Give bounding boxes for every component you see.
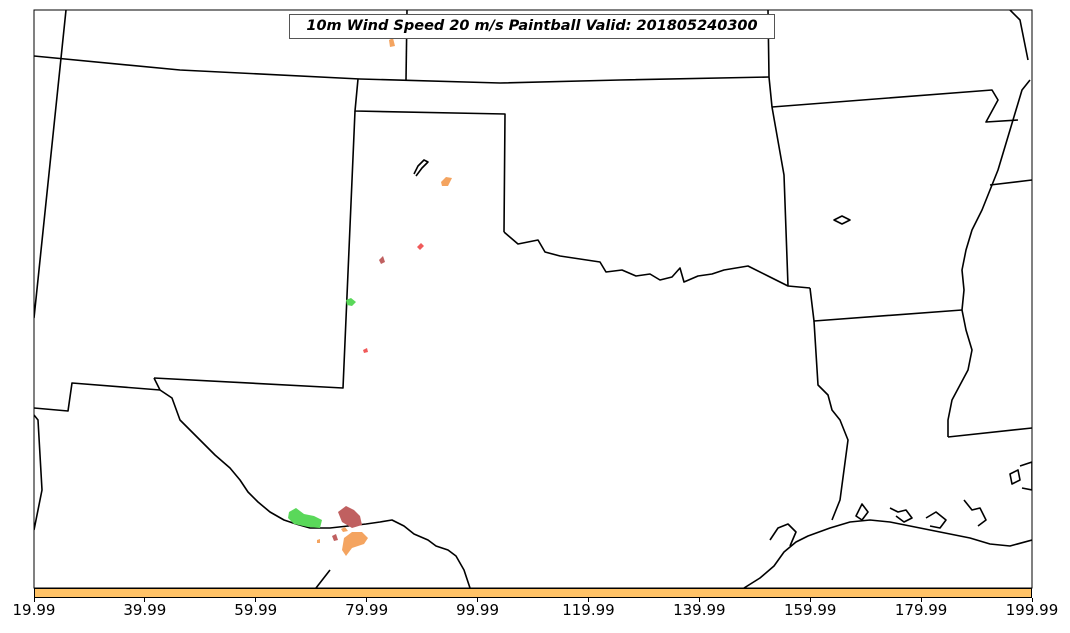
state-boundary-ok-ar — [771, 106, 789, 287]
dark-red-blob — [379, 256, 385, 264]
mexico-inner-line — [315, 569, 331, 588]
colorbar-tick-label: 139.99 — [673, 601, 726, 619]
colorbar-tick-label: 199.99 — [1005, 601, 1059, 619]
state-boundary-ne — [1009, 10, 1029, 61]
colorbar-tick-label: 39.99 — [123, 601, 167, 619]
colorbar-tick-label: 99.99 — [456, 601, 500, 619]
map-border — [33, 9, 1033, 589]
colorbar-tick-mark — [366, 598, 368, 602]
coastal-island — [769, 523, 797, 547]
mississippi-river — [947, 79, 1031, 437]
green-blob — [346, 298, 356, 306]
orange-blob — [389, 38, 395, 47]
state-boundary-utah-colorado — [34, 10, 67, 319]
coastal-detail-6 — [1019, 461, 1032, 491]
colorbar-tick-mark — [1031, 598, 1033, 602]
mexico-border-west — [34, 414, 43, 531]
colorbar-tick-label: 119.99 — [562, 601, 615, 619]
colorbar-tick-label: 19.99 — [12, 601, 56, 619]
colorbar-tick-label: 59.99 — [234, 601, 278, 619]
orange-blob — [441, 177, 452, 186]
colorbar-tick-mark — [587, 598, 589, 602]
coastal-detail-4 — [963, 499, 987, 527]
orange-blob — [341, 527, 348, 532]
colorbar-tick-label: 79.99 — [345, 601, 389, 619]
coastal-detail-5 — [1009, 469, 1021, 485]
state-boundary-ms — [947, 427, 1032, 438]
lake-feature-ok — [413, 159, 429, 177]
state-boundary-colorado-nm — [354, 78, 506, 233]
colorbar — [34, 588, 1032, 598]
gulf-coast — [743, 519, 1032, 588]
orange-blob — [317, 539, 320, 543]
orange-blob — [342, 532, 368, 556]
red-blob — [363, 348, 368, 353]
coastal-detail-3 — [925, 511, 947, 529]
state-boundary-tx-la — [813, 320, 849, 521]
coastal-detail-1 — [855, 503, 869, 521]
dark-red-blob — [338, 506, 362, 528]
state-boundary-tn — [989, 179, 1032, 186]
colorbar-tick-mark — [809, 598, 811, 602]
state-boundary-north — [34, 55, 770, 84]
state-boundary-nm-az — [153, 110, 356, 389]
green-blob — [288, 508, 322, 528]
lake-feature-ar — [833, 215, 851, 225]
colorbar-tick-mark — [255, 598, 257, 602]
colorbar-tick-mark — [477, 598, 479, 602]
dark-red-blob — [332, 534, 338, 541]
colorbar-tick-mark — [698, 598, 700, 602]
rio-grande — [153, 377, 471, 588]
state-boundary-az-mexico — [34, 382, 161, 412]
coastal-detail-2 — [889, 507, 913, 523]
colorbar-tick-label: 179.99 — [894, 601, 948, 619]
map-title: 10m Wind Speed 20 m/s Paintball Valid: 2… — [289, 14, 775, 39]
red-river — [503, 231, 811, 289]
colorbar-tick-mark — [144, 598, 146, 602]
colorbar-tick-mark — [920, 598, 922, 602]
colorbar-tick-label: 159.99 — [783, 601, 837, 619]
colorbar-tick-mark — [33, 598, 35, 602]
red-blob — [417, 243, 424, 250]
state-boundary-mo-north — [771, 89, 1019, 123]
